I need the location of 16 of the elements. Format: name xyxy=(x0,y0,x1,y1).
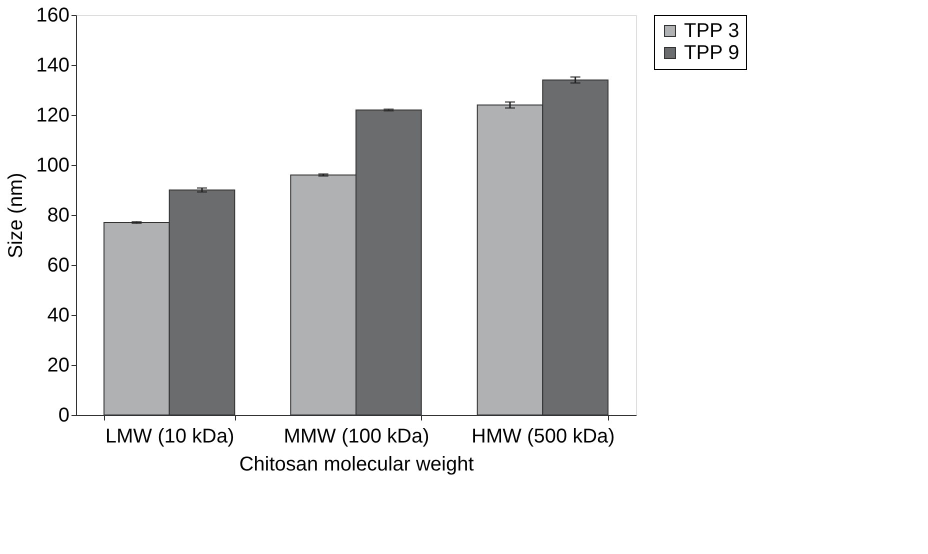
y-tick-label: 80 xyxy=(47,204,70,226)
x-axis-title: Chitosan molecular weight xyxy=(239,454,474,476)
y-axis-title: Size (nm) xyxy=(5,172,28,258)
x-tick-label: MMW (100 kDa) xyxy=(284,426,430,448)
y-tick-label: 140 xyxy=(36,54,70,76)
legend-label: TPP 9 xyxy=(684,42,740,64)
y-tick-label: 40 xyxy=(47,304,70,326)
y-tick-label: 60 xyxy=(47,254,70,276)
y-tick-label: 20 xyxy=(47,354,70,376)
legend-label: TPP 3 xyxy=(684,20,740,42)
y-tick-label: 120 xyxy=(36,104,70,126)
x-tick-label: HMW (500 kDa) xyxy=(471,426,615,448)
y-tick-label: 100 xyxy=(36,154,70,176)
y-tick-label: 0 xyxy=(58,404,70,426)
x-tick-label: LMW (10 kDa) xyxy=(105,426,234,448)
y-tick-label: 160 xyxy=(36,4,70,26)
